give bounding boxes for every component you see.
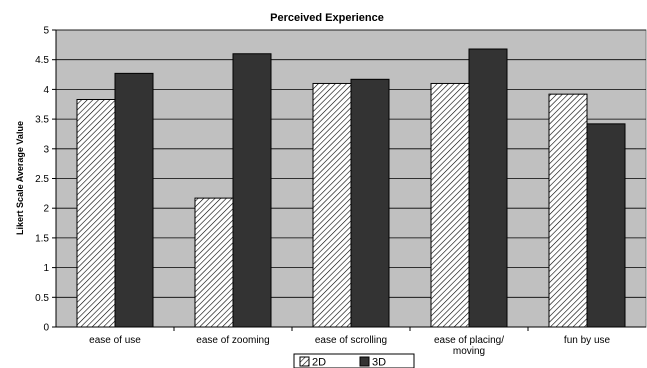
bar-2D-0 (76, 98, 116, 328)
bars (76, 48, 626, 328)
bar-2D-2 (312, 82, 352, 328)
x-category-label: fun by use (564, 335, 611, 346)
y-axis-label: Likert Scale Average Value (15, 121, 25, 235)
legend-swatch-3D (359, 356, 370, 367)
legend-swatch-2D (299, 356, 310, 367)
legend: 2D 3D (293, 353, 415, 368)
y-tick-label: 4.5 (35, 55, 49, 66)
y-tick-label: 3 (43, 144, 49, 155)
y-tick-label: 3.5 (35, 115, 49, 126)
bar-3D-3 (468, 48, 508, 328)
y-tick-label: 2.5 (35, 174, 49, 185)
y-tick-label: 2 (43, 204, 49, 215)
bar-3D-2 (350, 78, 390, 328)
bar-2D-4 (548, 93, 588, 328)
y-tick-label: 1.5 (35, 233, 49, 244)
x-category-label: ease of use (89, 335, 141, 346)
bar-2D-3 (430, 82, 470, 328)
legend-label-2D: 2D (312, 357, 326, 368)
chart-title: Perceived Experience (270, 12, 384, 24)
y-tick-label: 1 (43, 263, 49, 274)
x-category-label: ease of scrolling (315, 335, 387, 346)
x-category-label: ease of placing/ (434, 335, 504, 346)
grid-lines (56, 29, 646, 298)
y-tick-label: 4 (43, 85, 49, 96)
x-category-label: moving (453, 346, 485, 357)
legend-label-3D: 3D (372, 357, 386, 368)
bar-3D-1 (232, 53, 272, 328)
bar-2D-1 (194, 197, 234, 328)
x-category-label: ease of zooming (196, 335, 269, 346)
x-axis-labels: ease of use ease of zooming ease of scroll… (89, 327, 611, 357)
bar-3D-4 (586, 123, 626, 328)
y-tick-label: 0.5 (35, 293, 49, 304)
legend-box (293, 353, 415, 368)
y-tick-label: 0 (43, 323, 49, 334)
y-tick-label: 5 (43, 26, 49, 37)
bar-3D-0 (114, 72, 154, 328)
